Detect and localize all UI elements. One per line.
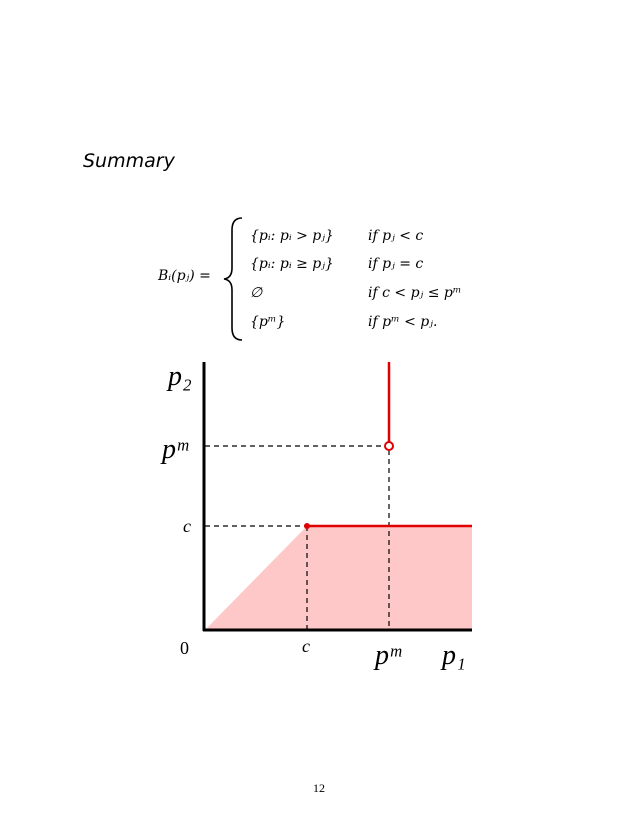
shaded-region [205, 526, 472, 630]
case-value: ∅ [250, 285, 263, 301]
x-label: 0 [180, 638, 189, 658]
case-condition: if pⱼ = c [368, 256, 423, 272]
x-axis-label: p₁ [440, 640, 466, 671]
case-brace [223, 217, 243, 341]
closed-point [304, 523, 310, 529]
page-number: 12 [313, 781, 325, 795]
x-label: c [302, 636, 310, 656]
case-value: {pᵢ: pᵢ ≥ pⱼ} [250, 256, 334, 272]
y-label: pᵐ [160, 434, 189, 465]
case-condition: if pⱼ < c [368, 228, 423, 244]
case-value: {pᵐ} [250, 314, 285, 330]
case-condition: if c < pⱼ ≤ pᵐ [368, 285, 461, 301]
open-point [384, 441, 394, 451]
case-condition: if pᵐ < pⱼ. [368, 314, 437, 330]
x-label: pᵐ [373, 640, 402, 671]
case-value: {pᵢ: pᵢ > pⱼ} [250, 228, 334, 244]
section-heading: Summary [83, 150, 176, 172]
y-axis-label: p₂ [166, 361, 192, 392]
y-label: c [183, 516, 191, 536]
equation-lhs: Bᵢ(pⱼ) = [157, 268, 211, 284]
